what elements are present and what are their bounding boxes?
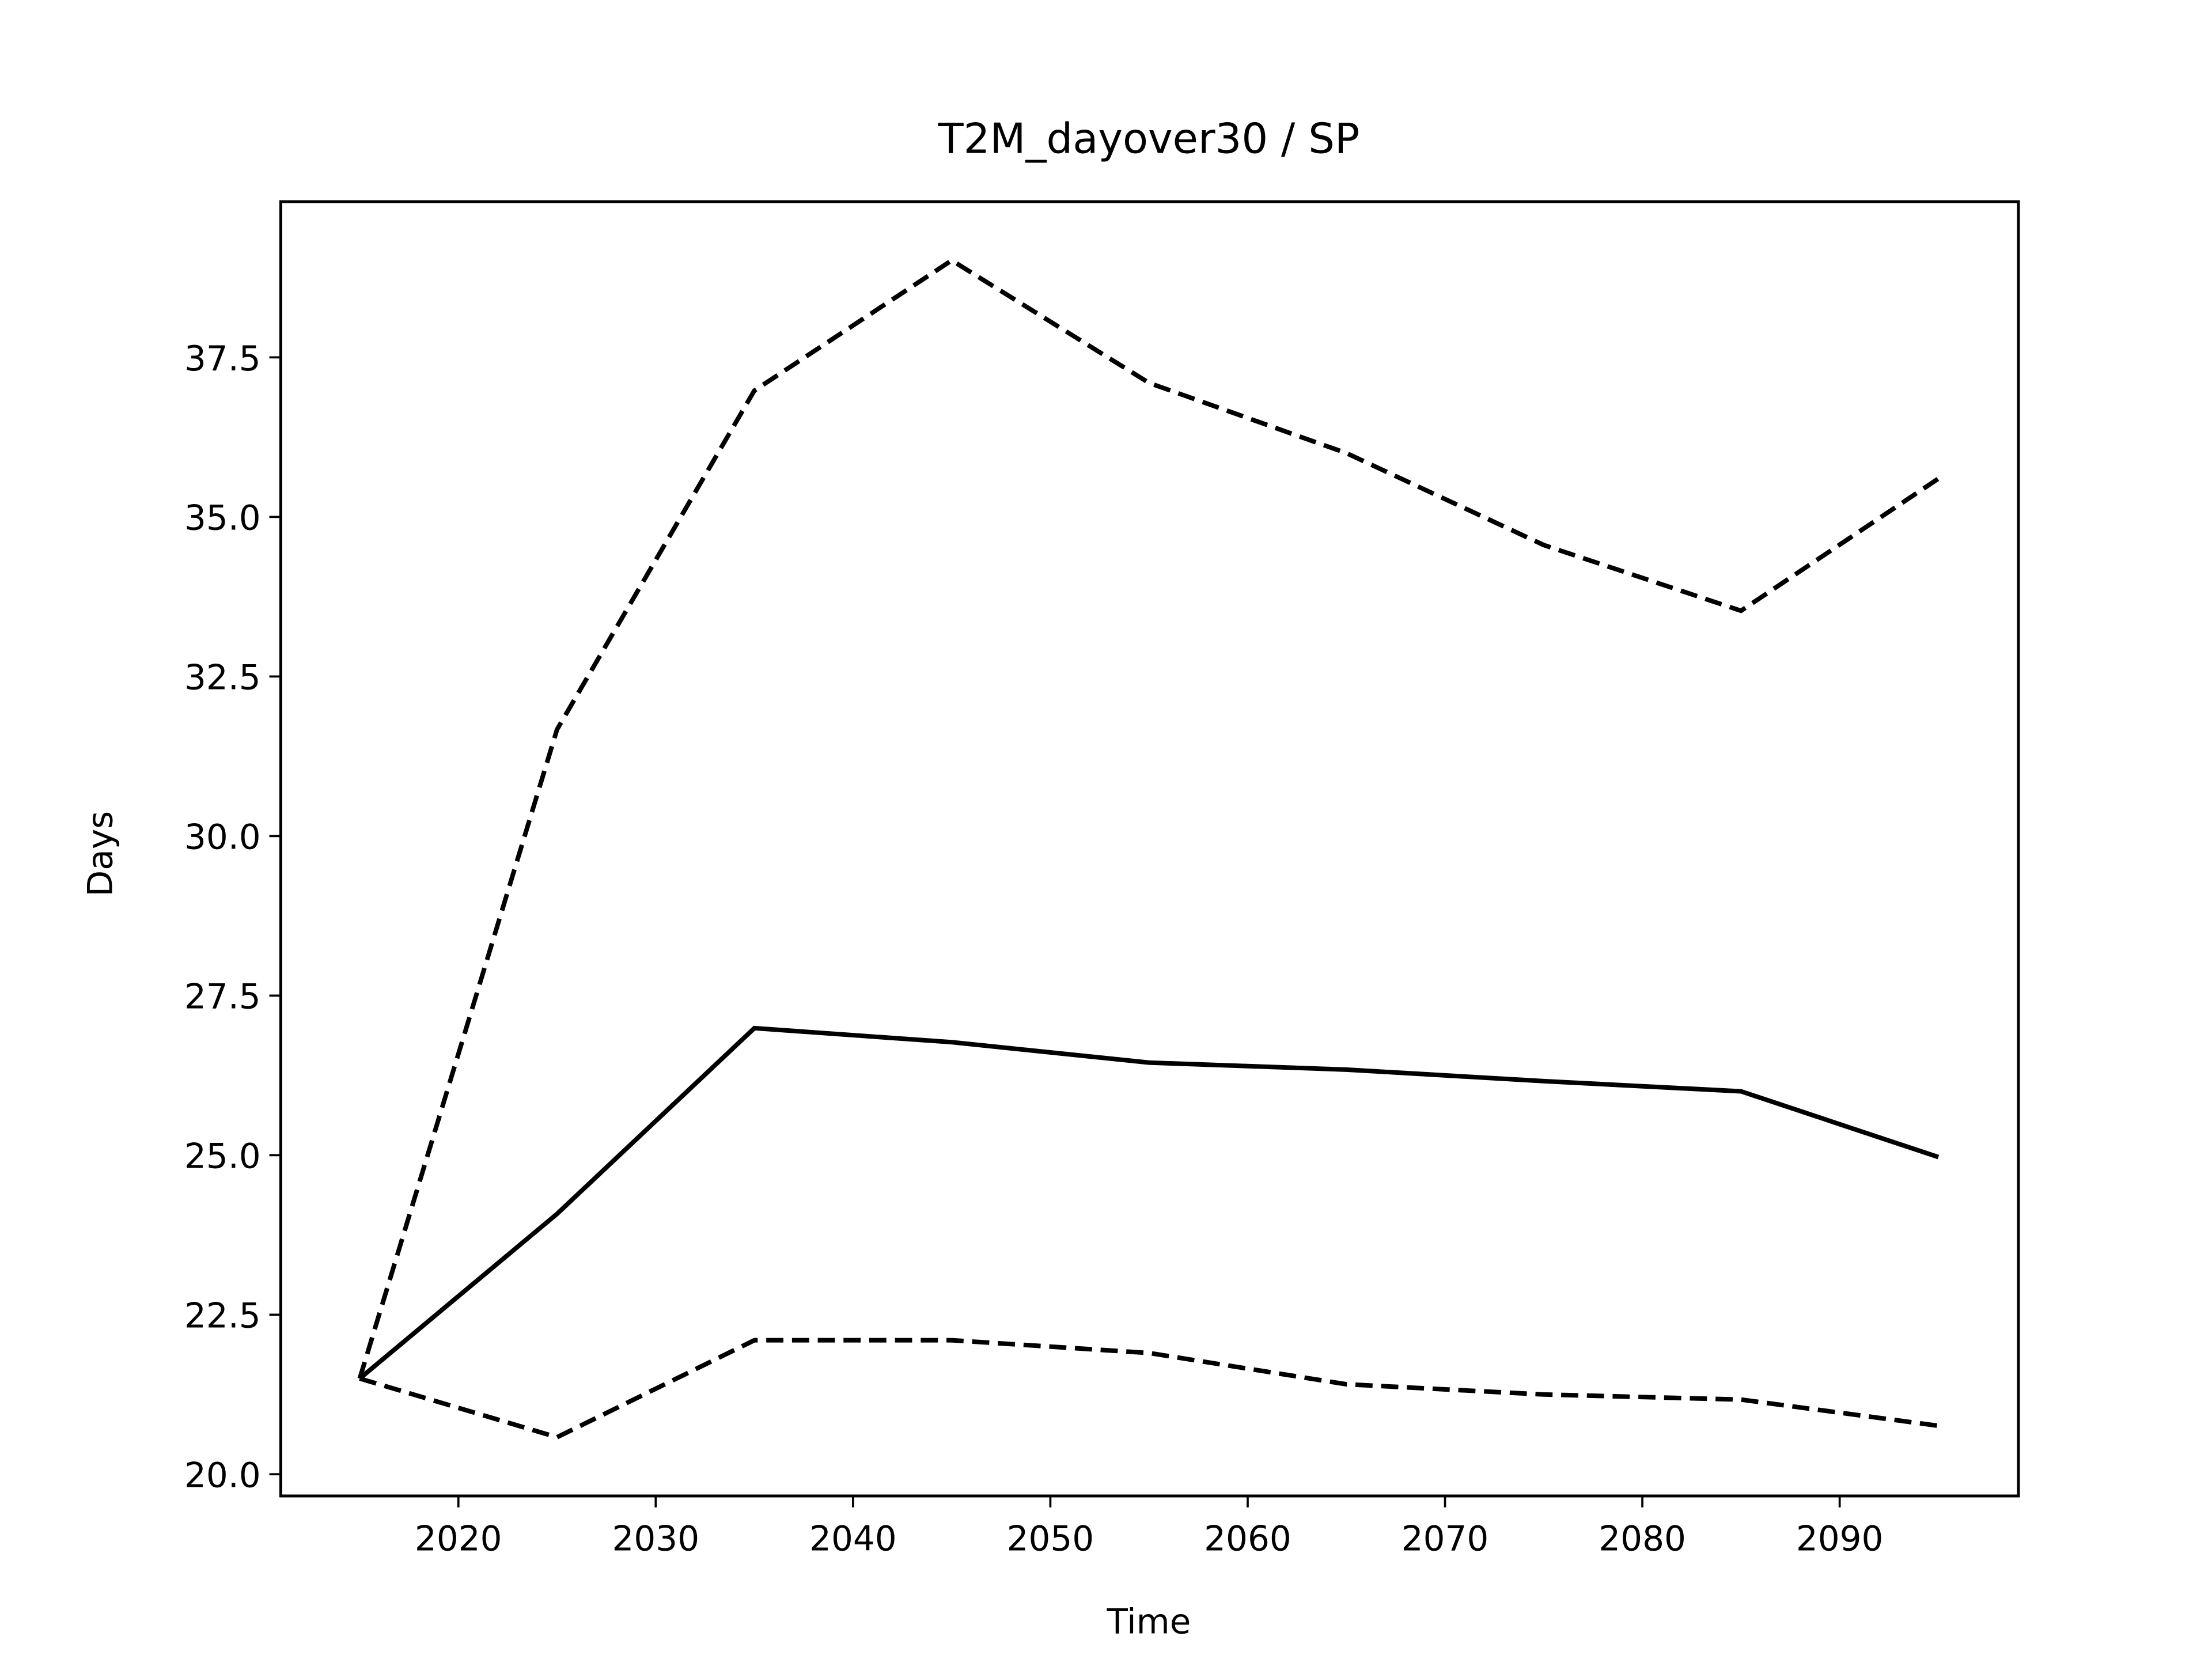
x-tick-label: 2040 bbox=[809, 1519, 897, 1559]
y-tick-label: 37.5 bbox=[184, 339, 261, 379]
x-tick-label: 2080 bbox=[1599, 1519, 1686, 1559]
y-tick-label: 25.0 bbox=[184, 1137, 261, 1177]
y-tick-label: 35.0 bbox=[184, 499, 261, 539]
y-axis-label: Days bbox=[81, 811, 120, 897]
plot-frame bbox=[279, 200, 2020, 1498]
y-tick-label: 27.5 bbox=[184, 978, 261, 1017]
y-tick-label: 30.0 bbox=[184, 818, 261, 858]
y-tick-label: 20.0 bbox=[184, 1456, 261, 1496]
x-tick-label: 2090 bbox=[1796, 1519, 1884, 1559]
x-tick-label: 2060 bbox=[1204, 1519, 1291, 1559]
x-tick-label: 2020 bbox=[415, 1519, 502, 1559]
x-tick-label: 2050 bbox=[1007, 1519, 1094, 1559]
series-line bbox=[358, 1025, 1940, 1381]
y-tick-label: 32.5 bbox=[184, 658, 261, 698]
x-tick-label: 2070 bbox=[1402, 1519, 1489, 1559]
series-line bbox=[359, 1338, 1939, 1440]
x-axis-label: Time bbox=[1107, 1602, 1191, 1642]
y-tick-label: 22.5 bbox=[184, 1297, 261, 1336]
chart-title: T2M_dayover30 / SP bbox=[938, 115, 1360, 163]
series-line bbox=[357, 257, 1940, 1380]
x-tick-label: 2030 bbox=[612, 1519, 699, 1559]
